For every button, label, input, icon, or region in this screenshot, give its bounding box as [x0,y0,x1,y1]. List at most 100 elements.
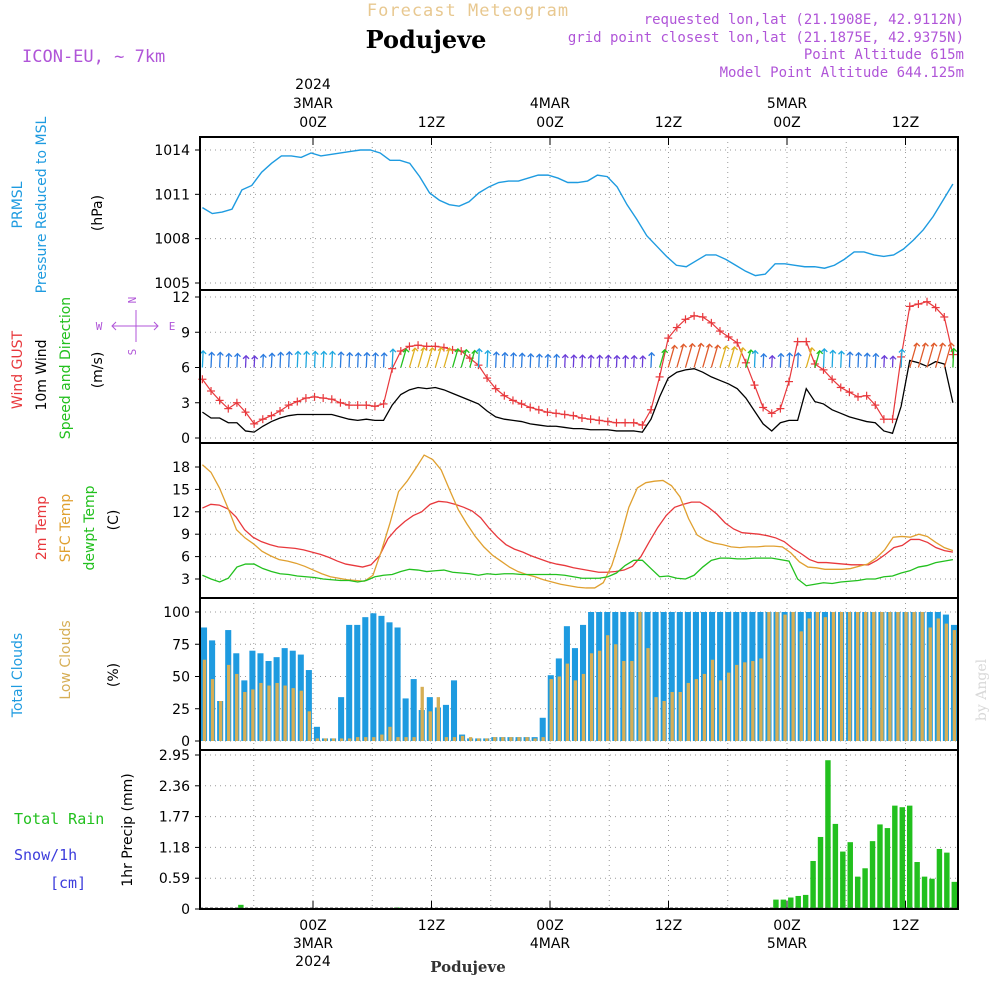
low-cloud-bar [299,690,303,741]
rain-bar [906,805,913,909]
gust-marker [905,302,914,311]
wind-direction-arrow [553,353,561,368]
wind-direction-arrow [277,351,285,368]
wind-direction-arrow [855,351,863,368]
wind-direction-arrow [872,352,880,368]
gust-marker [664,334,673,343]
gust-marker [940,312,949,321]
y-tick-label: 12 [172,505,190,521]
gust-marker [698,312,707,321]
gust-marker [595,416,604,425]
low-cloud-bar [686,682,690,741]
wind-direction-arrow [684,342,696,368]
wind-direction-arrow [736,347,747,368]
low-cloud-bar [573,680,578,741]
low-cloud-bar [331,738,336,741]
gust-marker [491,384,500,393]
low-clouds-label: Low Clouds [58,620,74,699]
low-cloud-bar [783,614,787,741]
wind-direction-arrow [363,351,371,368]
low-cloud-bar [928,627,932,741]
wind-direction-arrow [658,348,669,368]
low-cloud-bar [718,680,723,741]
y-tick-label: 18 [172,460,190,476]
wind-direction-arrow [417,346,428,368]
wind-direction-arrow [426,347,436,368]
total-cloud-bar [450,680,458,741]
footer-location: Podujeve [430,958,506,976]
y-tick-label: 3 [181,396,190,412]
low-cloud-bar [743,662,747,741]
total-cloud-bar [313,726,320,741]
gust-marker [560,410,569,419]
wind-direction-arrow [863,352,871,368]
rain-bar [817,836,824,909]
total-cloud-bar [660,612,667,741]
wind-direction-arrow [710,344,722,368]
gust-marker [836,383,845,392]
total-cloud-bar [305,670,312,741]
low-cloud-bar [614,644,618,741]
sfc-temp-line [201,454,954,589]
low-cloud-bar [864,612,868,741]
wind-direction-arrow [786,352,794,368]
low-cloud-bar [751,661,755,741]
gust-marker [534,405,543,414]
gust-marker [776,404,785,413]
rain-bar [951,881,957,909]
low-cloud-bar [267,685,271,741]
low-cloud-bar [952,630,957,741]
wind-direction-arrow [311,350,319,368]
gust-marker [258,415,267,424]
low-cloud-bar [565,663,570,741]
wind-direction-arrow [917,342,929,368]
wind-direction-arrow [469,349,479,368]
wind-direction-arrow [794,352,802,368]
gust-marker [327,395,336,404]
time-label-top: 12Z [418,115,445,131]
low-cloud-bar [630,661,634,741]
temp-2m-label: 2m Temp [34,496,50,560]
panel-frame [199,749,959,910]
low-cloud-bar [872,612,876,741]
wind-direction-arrow [354,352,362,368]
wind-direction-arrow [337,351,345,368]
rain-bar [810,860,816,909]
low-cloud-bar [493,737,497,741]
gust-marker [715,327,724,336]
gust-marker [301,394,310,403]
low-cloud-bar [904,612,908,741]
total-cloud-bar [338,697,345,741]
snow-label: Snow/1h [14,846,77,864]
wind-direction-arrow [768,354,776,368]
low-cloud-bar [251,689,255,741]
low-cloud-bar [944,623,949,741]
gust-marker [724,332,733,341]
total-cloud-bar [684,612,691,741]
wind-direction-arrow [639,355,647,368]
wind-direction-arrow [199,350,207,368]
total-cloud-bar [378,615,385,741]
wind-direction-arrow [926,342,938,368]
temp-2m-line [202,500,954,573]
low-cloud-bar [606,635,610,741]
wind-direction-arrow [829,349,837,368]
low-cloud-bar [735,664,739,741]
low-cloud-bar [436,697,441,741]
wind-direction-arrow [727,345,739,368]
wind-direction-arrow [268,352,276,368]
y-tick-label: 100 [163,605,190,621]
y-tick-label: 50 [172,670,190,686]
low-cloud-bar [936,618,940,741]
total-cloud-bar [668,612,675,741]
wind-gust-label: Wind GUST [10,330,26,409]
wind-direction-arrow [622,354,630,368]
clouds-unit: (%) [106,663,122,687]
gust-marker [483,374,492,383]
wind-direction-arrow [460,348,470,368]
gust-marker [655,372,664,381]
low-cloud-bar [227,664,231,741]
gust-marker [414,341,423,350]
wind-direction-arrow [561,353,569,368]
